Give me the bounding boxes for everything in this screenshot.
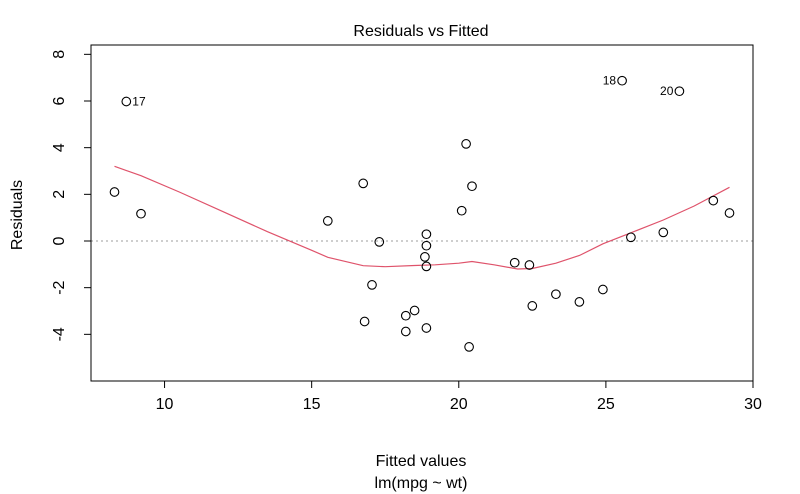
residual-point xyxy=(358,178,369,189)
y-tick-label: 0 xyxy=(51,236,68,245)
y-tick-label: 6 xyxy=(51,96,68,105)
point-label-20: 20 xyxy=(660,84,674,98)
residual-point xyxy=(598,284,608,295)
smooth-trend-line xyxy=(114,165,730,270)
residual-point xyxy=(136,208,146,219)
residual-point xyxy=(626,232,636,243)
y-tick-label: 2 xyxy=(51,190,68,199)
residual-point xyxy=(421,323,432,333)
residual-point xyxy=(551,289,561,300)
residual-point xyxy=(467,181,477,192)
residual-point xyxy=(658,227,669,238)
residual-point xyxy=(421,261,432,272)
residual-point xyxy=(461,139,471,149)
residual-point xyxy=(359,316,370,327)
residual-point xyxy=(367,280,377,290)
x-tick-label: 25 xyxy=(597,396,615,413)
x-axis: 10 15 20 25 30 xyxy=(156,380,762,413)
residual-point xyxy=(708,195,719,206)
plot-frame xyxy=(90,44,754,382)
residual-point xyxy=(421,240,432,251)
point-label-17: 17 xyxy=(132,95,146,109)
plot-area: 17 18 20 xyxy=(90,44,754,382)
residual-point xyxy=(674,86,685,97)
residual-point xyxy=(524,260,535,270)
residual-point xyxy=(421,229,432,240)
x-tick-label: 30 xyxy=(744,396,762,413)
residual-point xyxy=(464,342,474,352)
y-tick-label: -4 xyxy=(51,327,68,341)
residual-point xyxy=(420,252,430,262)
y-axis-label: Residuals xyxy=(9,180,26,250)
residual-point xyxy=(574,297,585,307)
residual-point xyxy=(109,187,120,197)
chart-title: Residuals vs Fitted xyxy=(353,23,488,40)
residual-point xyxy=(400,310,411,321)
residual-point xyxy=(409,305,420,316)
y-axis: -4 -2 0 2 4 6 8 xyxy=(51,50,92,341)
point-label-18: 18 xyxy=(603,74,617,88)
x-tick-label: 20 xyxy=(450,396,468,413)
residual-point xyxy=(456,205,467,216)
y-tick-label: -2 xyxy=(51,280,68,294)
residual-point xyxy=(724,208,735,218)
y-tick-label: 8 xyxy=(51,50,68,59)
residual-point xyxy=(121,96,132,107)
x-tick-label: 10 xyxy=(156,396,174,413)
y-tick-label: 4 xyxy=(51,143,68,152)
x-tick-label: 15 xyxy=(303,396,321,413)
residual-point xyxy=(400,326,411,337)
residual-point xyxy=(374,237,385,247)
residual-point xyxy=(617,75,627,86)
x-axis-label: Fitted values xyxy=(376,453,467,470)
residual-point xyxy=(509,257,520,268)
residual-point xyxy=(322,216,333,226)
residual-point xyxy=(527,301,538,311)
model-formula-subtitle: lm(mpg ~ wt) xyxy=(375,475,468,492)
